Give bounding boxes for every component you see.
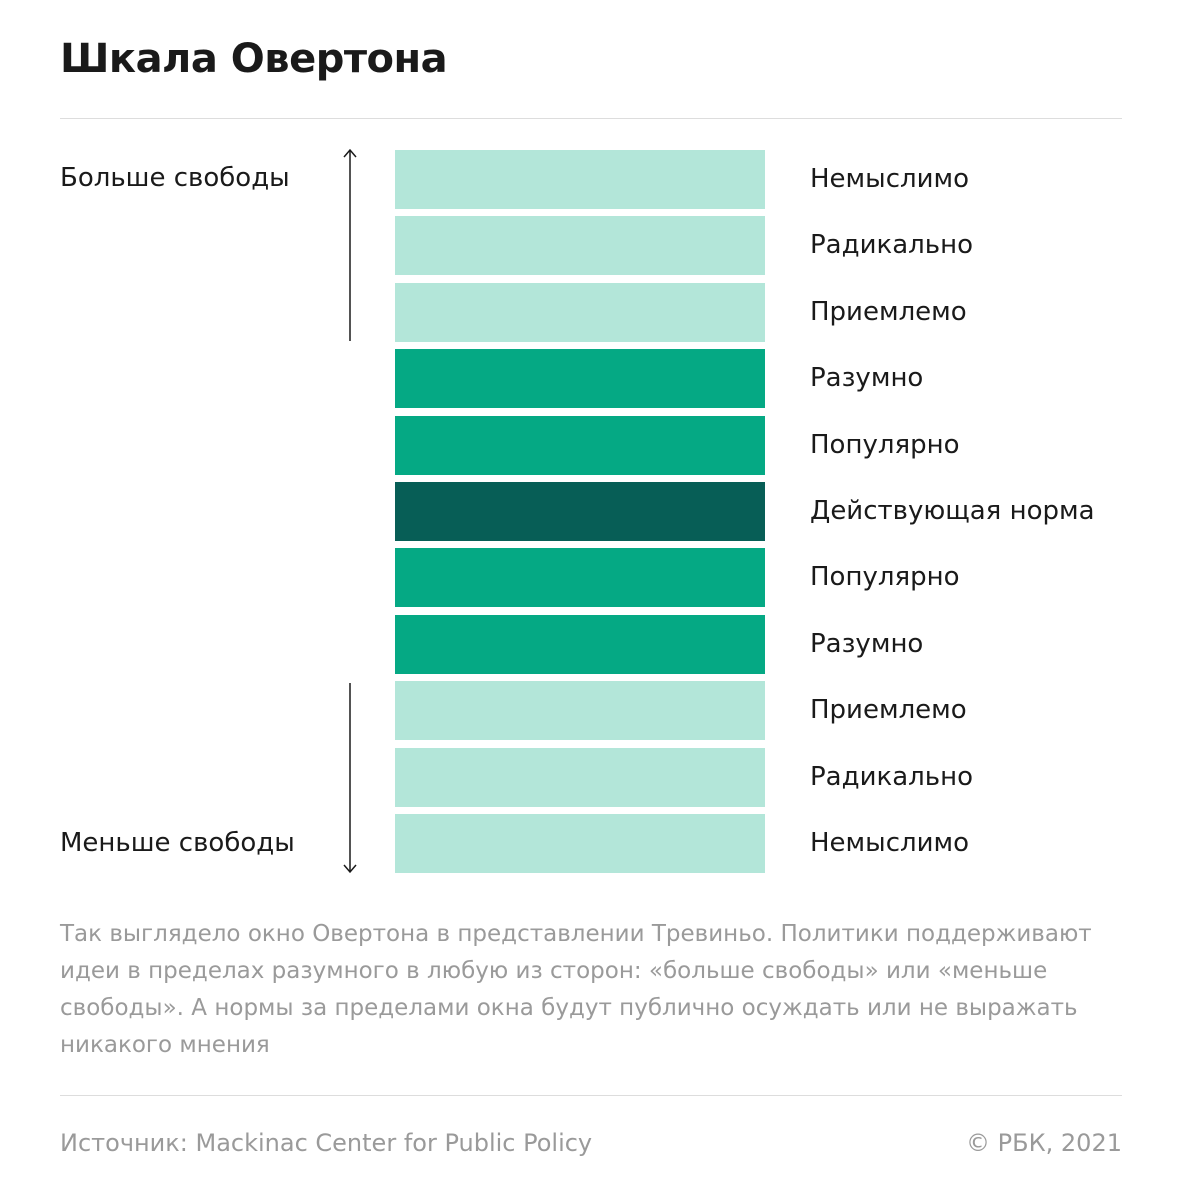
title: Шкала Овертона xyxy=(60,36,448,82)
arrows xyxy=(343,148,357,874)
level-label: Радикально xyxy=(810,761,973,792)
note-line: идеи в пределах разумного в любую из сто… xyxy=(60,958,1048,984)
level-bar xyxy=(395,747,765,807)
level-label: Приемлемо xyxy=(810,695,967,726)
note-line: никакого мнения xyxy=(60,1032,270,1058)
divider xyxy=(60,118,1122,119)
level-bar xyxy=(395,216,765,276)
level-label: Радикально xyxy=(810,230,973,261)
level-label: Популярно xyxy=(810,562,960,593)
level-bar xyxy=(395,282,765,342)
level-bar xyxy=(395,614,765,674)
level-label: Немыслимо xyxy=(810,828,970,858)
level-bar xyxy=(395,415,765,475)
level-label: Немыслимо xyxy=(810,164,970,194)
source: Источник: Mackinac Center for Public Pol… xyxy=(60,1129,593,1157)
level-bar xyxy=(395,548,765,608)
level-bar xyxy=(395,681,765,741)
side-label: Больше свободы xyxy=(60,163,290,193)
copyright: © РБК, 2021 xyxy=(966,1129,1122,1157)
note-line: Так выглядело окно Овертона в представле… xyxy=(60,921,1092,947)
level-bar xyxy=(395,150,765,209)
level-bar xyxy=(395,349,765,409)
level-bar xyxy=(395,814,765,873)
level-label: Разумно xyxy=(810,628,924,659)
level-label: Популярно xyxy=(810,429,960,460)
divider xyxy=(60,1095,1122,1096)
note-line: свободы». А нормы за пределами окна буду… xyxy=(60,995,1078,1021)
level-bar xyxy=(395,482,765,541)
level-label: Разумно xyxy=(810,363,924,394)
level-label: Действующая норма xyxy=(810,496,1095,526)
side-label: Меньше свободы xyxy=(60,828,295,858)
level-label: Приемлемо xyxy=(810,296,967,327)
